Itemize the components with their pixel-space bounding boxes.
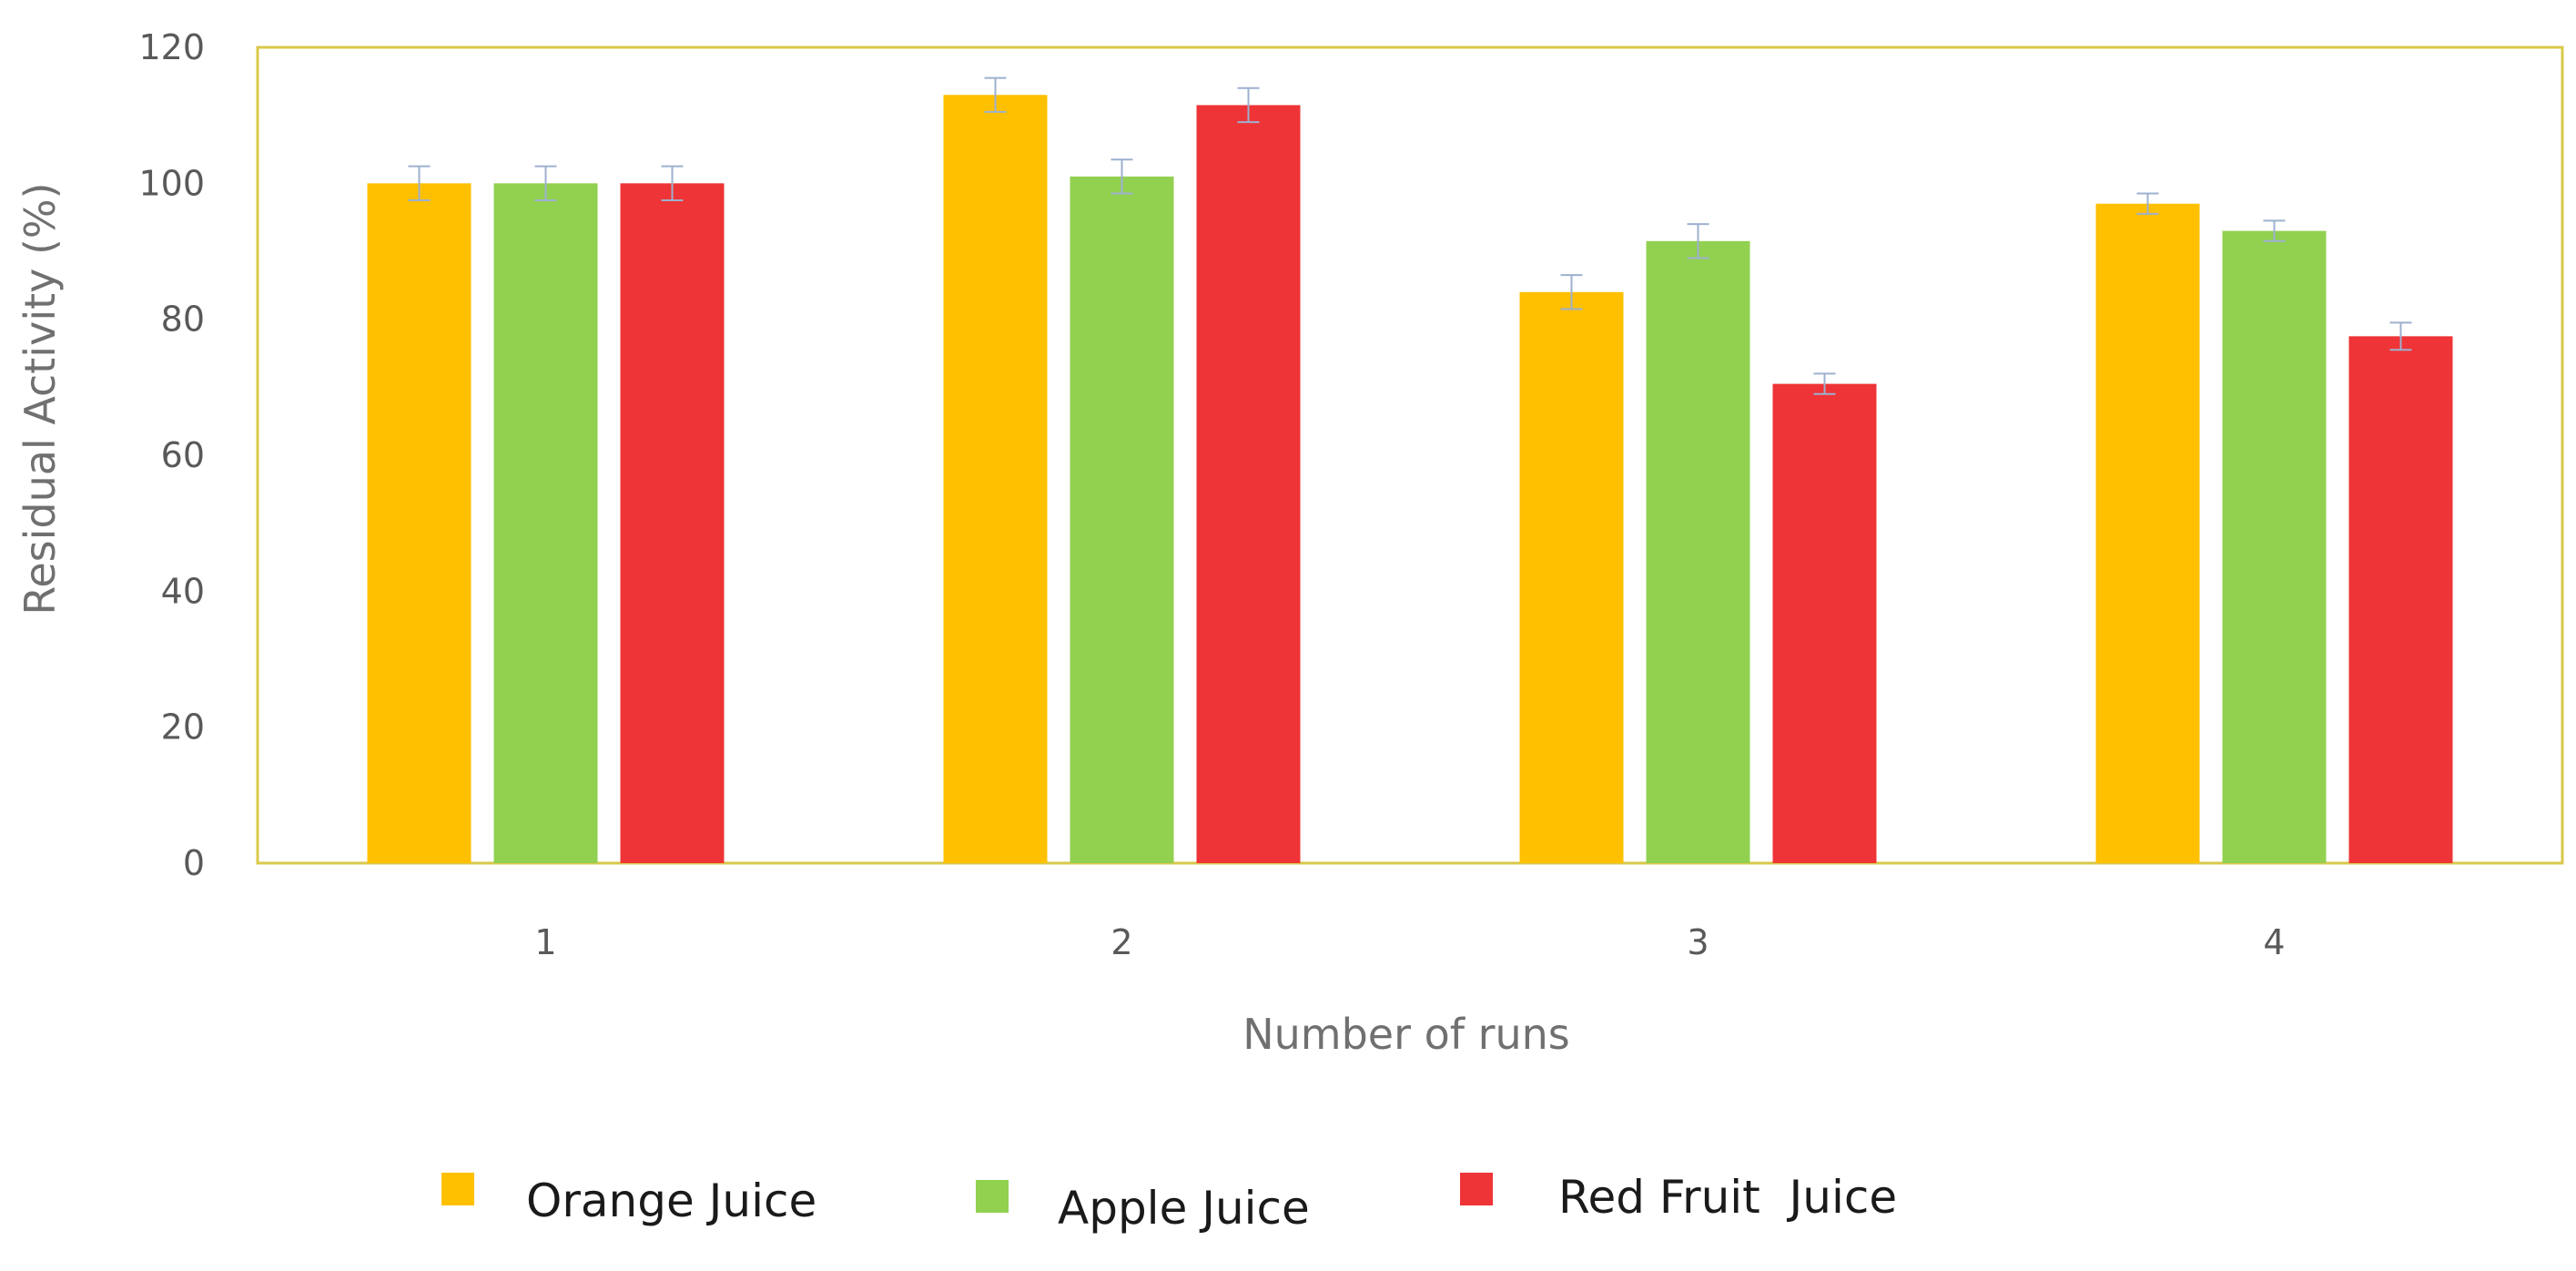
error-bars	[408, 76, 2412, 395]
bar-red-fruit-juice-run-1	[620, 183, 725, 864]
error-bar	[2263, 219, 2286, 242]
plot-frame	[256, 46, 2564, 865]
bar-apple-juice-run-3	[1646, 240, 1750, 863]
legend-swatch	[441, 1173, 474, 1205]
y-axis-title: Residual Activity (%)	[15, 182, 65, 615]
legend-swatch	[1460, 1173, 1493, 1205]
y-tick-label: 100	[138, 163, 205, 203]
x-tick-label: 4	[2263, 922, 2285, 962]
y-tick-label: 0	[183, 843, 205, 883]
y-tick-label: 60	[161, 435, 205, 475]
legend-label: Red Fruit Juice	[1558, 1171, 1897, 1224]
error-bar	[408, 165, 431, 201]
bar-orange-juice-run-1	[367, 183, 472, 864]
x-tick-label: 2	[1111, 922, 1132, 962]
legend-item-orange-juice: Orange Juice	[441, 1173, 816, 1227]
error-bar	[661, 165, 684, 201]
x-axis-ticks: 1 2 3 4	[534, 922, 2285, 962]
error-bar	[984, 76, 1007, 113]
legend-item-red-fruit-juice: Red Fruit Juice	[1460, 1171, 1897, 1224]
error-bar	[1237, 86, 1260, 124]
bar-apple-juice-run-4	[2222, 230, 2327, 864]
y-axis-ticks: 0 20 40 60 80 100 120	[138, 27, 205, 883]
error-bar	[2136, 192, 2159, 215]
bar-apple-juice-run-2	[1070, 176, 1174, 863]
y-tick-label: 120	[138, 27, 205, 67]
bar-orange-juice-run-4	[2095, 203, 2200, 863]
y-tick-label: 20	[161, 707, 205, 747]
error-bar	[1687, 223, 1709, 259]
error-bar	[1813, 372, 1836, 395]
x-tick-label: 3	[1687, 922, 1709, 962]
bar-red-fruit-juice-run-3	[1772, 383, 1877, 864]
y-tick-label: 40	[161, 571, 205, 611]
legend-item-apple-juice: Apple Juice	[976, 1180, 1310, 1235]
error-bar	[534, 165, 557, 201]
error-bar	[1111, 158, 1133, 195]
bar-orange-juice-run-3	[1519, 291, 1624, 863]
y-tick-label: 80	[161, 300, 205, 340]
x-tick-label: 1	[534, 922, 556, 962]
bar-orange-juice-run-2	[943, 95, 1048, 864]
error-bar	[2389, 321, 2412, 351]
x-axis-title: Number of runs	[1242, 1010, 1570, 1059]
bar-apple-juice-run-1	[493, 183, 598, 864]
legend-label: Apple Juice	[1058, 1182, 1310, 1235]
error-bar	[1560, 274, 1583, 310]
legend-swatch	[976, 1180, 1009, 1213]
legend-label: Orange Juice	[526, 1174, 816, 1227]
bar-red-fruit-juice-run-2	[1196, 105, 1301, 863]
bar-series	[367, 95, 2453, 864]
bar-red-fruit-juice-run-4	[2348, 336, 2453, 863]
legend: Orange Juice Apple Juice Red Fruit Juice	[441, 1171, 1897, 1235]
